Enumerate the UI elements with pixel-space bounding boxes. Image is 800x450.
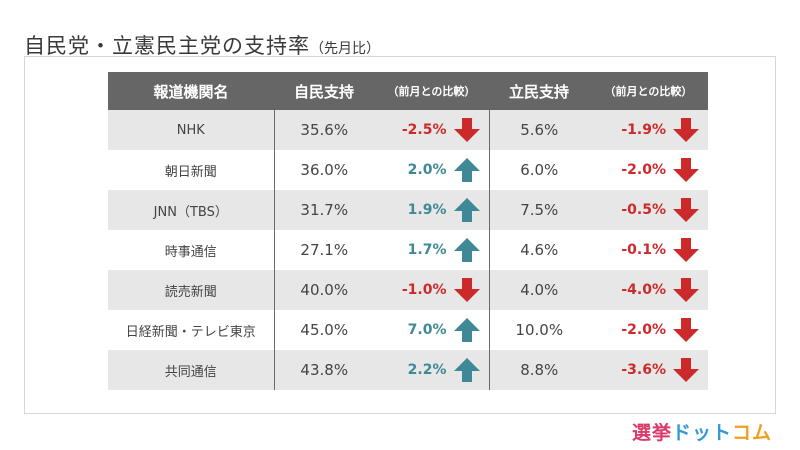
header-ldp-change: （前月との比較） [374,72,489,110]
arrow-down-icon [673,198,699,222]
cdp-change-value: -3.6% [621,362,666,378]
cdp-rate: 7.5% [489,190,589,230]
table-header-row: 報道機関名 自民支持 （前月との比較） 立民支持 （前月との比較） [108,72,708,110]
cdp-change: -2.0% [589,310,708,350]
cdp-change-value: -0.5% [621,202,666,218]
ldp-rate: 27.1% [274,230,374,270]
arrow-up-icon [453,158,480,182]
ldp-rate: 45.0% [274,310,374,350]
cdp-rate: 4.6% [489,230,589,270]
media-name: NHK [108,110,275,150]
table-row: 読売新聞 40.0% -1.0% 4.0% -4.0% [108,270,708,310]
cdp-change: -1.9% [589,110,708,150]
ldp-change-value: -2.5% [401,122,447,138]
cdp-change-value: -1.9% [621,122,666,138]
arrow-down-icon [453,278,480,302]
table-row: 時事通信 27.1% 1.7% 4.6% -0.1% [108,230,708,270]
ldp-change-value: 2.0% [407,162,447,178]
cdp-change-value: -2.0% [621,322,666,338]
table-row: 日経新聞・テレビ東京 45.0% 7.0% 10.0% -2.0% [108,310,708,350]
arrow-down-icon [453,118,480,142]
ldp-change: -2.5% [374,110,490,150]
table-row: 共同通信 43.8% 2.2% 8.8% -3.6% [108,350,708,390]
ldp-rate: 43.8% [274,350,374,390]
ldp-change: 1.7% [374,230,490,270]
ldp-change: 1.9% [374,190,490,230]
media-name: 共同通信 [108,350,275,390]
site-logo: 選挙ドットコム [632,418,772,445]
approval-table: 報道機関名 自民支持 （前月との比較） 立民支持 （前月との比較） NHK 35… [108,72,709,390]
ldp-change-value: 2.2% [407,362,447,378]
table-row: JNN（TBS） 31.7% 1.9% 7.5% -0.5% [108,190,708,230]
title-main: 自民党・立憲民主党の支持率 [24,34,310,58]
arrow-down-icon [673,278,699,302]
arrow-down-icon [673,358,699,382]
ldp-change-value: 7.0% [407,322,447,338]
ldp-change: 2.0% [374,150,490,190]
ldp-change: -1.0% [374,270,490,310]
arrow-up-icon [453,238,480,262]
cdp-change: -0.1% [589,230,708,270]
table-row: NHK 35.6% -2.5% 5.6% -1.9% [108,110,708,150]
page-title: 自民党・立憲民主党の支持率（先月比） [24,30,380,60]
ldp-rate: 31.7% [274,190,374,230]
logo-part-2: ドット [671,422,732,444]
table-row: 朝日新聞 36.0% 2.0% 6.0% -2.0% [108,150,708,190]
header-cdp-change: （前月との比較） [589,72,708,110]
logo-part-1: 選挙 [631,422,672,444]
arrow-up-icon [453,318,480,342]
cdp-change-value: -4.0% [621,282,666,298]
arrow-up-icon [453,198,480,222]
cdp-rate: 8.8% [489,350,589,390]
header-cdp-support: 立民支持 [489,72,589,110]
cdp-change-value: -0.1% [621,242,666,258]
header-media: 報道機関名 [108,72,274,110]
title-subtitle: （先月比） [310,41,380,57]
cdp-change: -3.6% [589,350,708,390]
logo-part-3: コム [731,422,772,444]
media-name: 読売新聞 [108,270,275,310]
arrow-down-icon [673,118,699,142]
arrow-down-icon [673,318,699,342]
ldp-change: 7.0% [374,310,490,350]
ldp-rate: 36.0% [274,150,374,190]
cdp-change-value: -2.0% [621,162,666,178]
cdp-rate: 10.0% [489,310,589,350]
cdp-rate: 6.0% [489,150,589,190]
media-name: 日経新聞・テレビ東京 [108,310,275,350]
ldp-change-value: 1.9% [407,202,447,218]
ldp-rate: 35.6% [274,110,374,150]
ldp-rate: 40.0% [274,270,374,310]
cdp-change: -4.0% [589,270,708,310]
ldp-change: 2.2% [374,350,490,390]
cdp-rate: 4.0% [489,270,589,310]
ldp-change-value: -1.0% [401,282,447,298]
media-name: 時事通信 [108,230,275,270]
cdp-change: -2.0% [589,150,708,190]
arrow-down-icon [673,158,699,182]
cdp-change: -0.5% [589,190,708,230]
media-name: 朝日新聞 [108,150,275,190]
arrow-down-icon [673,238,699,262]
header-ldp-support: 自民支持 [274,72,374,110]
arrow-up-icon [453,358,480,382]
ldp-change-value: 1.7% [407,242,447,258]
cdp-rate: 5.6% [489,110,589,150]
media-name: JNN（TBS） [108,190,275,230]
